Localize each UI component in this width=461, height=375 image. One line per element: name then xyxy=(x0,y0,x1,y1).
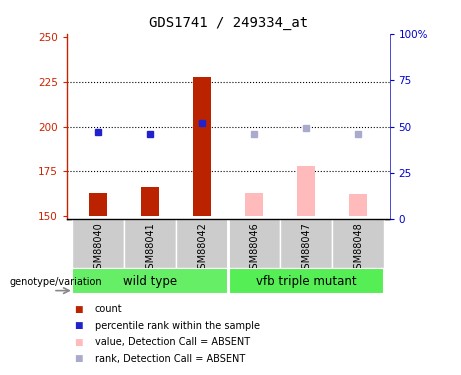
Bar xyxy=(297,166,315,216)
Bar xyxy=(280,219,332,268)
Text: ■: ■ xyxy=(74,305,82,314)
Text: count: count xyxy=(95,304,122,314)
Text: GSM88046: GSM88046 xyxy=(249,222,259,274)
Text: GSM88040: GSM88040 xyxy=(93,222,103,274)
Bar xyxy=(72,219,124,268)
Bar xyxy=(141,187,159,216)
Text: GSM88047: GSM88047 xyxy=(301,222,311,274)
Title: GDS1741 / 249334_at: GDS1741 / 249334_at xyxy=(148,16,308,30)
Text: ■: ■ xyxy=(74,354,82,363)
Bar xyxy=(229,268,384,294)
Text: ■: ■ xyxy=(74,338,82,347)
Text: percentile rank within the sample: percentile rank within the sample xyxy=(95,321,260,331)
Text: GSM88041: GSM88041 xyxy=(145,222,155,274)
Bar xyxy=(349,194,367,216)
Text: genotype/variation: genotype/variation xyxy=(9,277,102,287)
Bar xyxy=(176,219,228,268)
Bar xyxy=(193,76,211,216)
Text: wild type: wild type xyxy=(123,275,177,288)
Text: value, Detection Call = ABSENT: value, Detection Call = ABSENT xyxy=(95,338,249,347)
Text: vfb triple mutant: vfb triple mutant xyxy=(256,275,356,288)
Text: GSM88048: GSM88048 xyxy=(353,222,363,274)
Text: ■: ■ xyxy=(74,321,82,330)
Bar xyxy=(245,193,263,216)
Bar xyxy=(332,219,384,268)
Bar xyxy=(72,268,228,294)
Bar xyxy=(228,219,280,268)
Bar xyxy=(89,193,107,216)
Text: rank, Detection Call = ABSENT: rank, Detection Call = ABSENT xyxy=(95,354,245,364)
Bar xyxy=(124,219,176,268)
Text: GSM88042: GSM88042 xyxy=(197,222,207,274)
